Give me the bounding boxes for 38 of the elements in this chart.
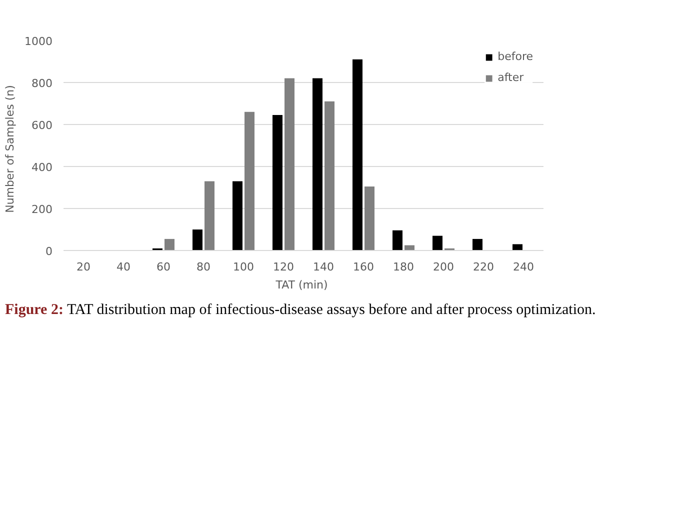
bar xyxy=(232,181,242,250)
bar xyxy=(272,115,282,250)
x-tick-label: 40 xyxy=(116,260,130,274)
bar xyxy=(312,78,322,250)
y-tick-label: 0 xyxy=(46,245,52,258)
x-tick-label: 200 xyxy=(433,260,454,274)
bar xyxy=(392,230,402,250)
bar xyxy=(352,59,362,250)
bar xyxy=(432,236,442,250)
x-tick-label: 140 xyxy=(313,260,334,274)
x-tick-label: 60 xyxy=(156,260,170,274)
bar xyxy=(324,101,334,250)
y-axis-title: Number of Samples (n) xyxy=(4,85,17,213)
legend-label: after xyxy=(498,71,524,84)
caption: Figure 2: TAT distribution map of infectious-disease assays before and after process optimization. xyxy=(5,301,597,320)
bar xyxy=(244,112,254,250)
x-tick-label: 220 xyxy=(473,260,494,274)
bar xyxy=(512,244,522,250)
y-tick-label: 200 xyxy=(32,203,53,216)
x-axis-title: TAT (min) xyxy=(274,278,328,292)
x-tick-label: 100 xyxy=(233,260,254,274)
x-tick-label: 80 xyxy=(196,260,210,274)
x-tick-label: 240 xyxy=(513,260,534,274)
bar xyxy=(284,78,294,250)
x-tick-label: 180 xyxy=(393,260,414,274)
bar xyxy=(364,186,374,250)
legend-label: before xyxy=(498,50,533,63)
y-tick-label: 1000 xyxy=(24,35,53,48)
y-tick-label: 600 xyxy=(32,119,53,132)
bar xyxy=(192,230,202,250)
y-tick-label: 400 xyxy=(32,161,53,174)
bar xyxy=(204,181,214,250)
bar xyxy=(472,238,482,250)
bar xyxy=(164,238,174,250)
x-tick-label: 120 xyxy=(273,260,294,274)
x-tick-label: 160 xyxy=(353,260,374,274)
y-tick-label: 800 xyxy=(32,77,53,90)
x-tick-label: 20 xyxy=(76,260,90,274)
